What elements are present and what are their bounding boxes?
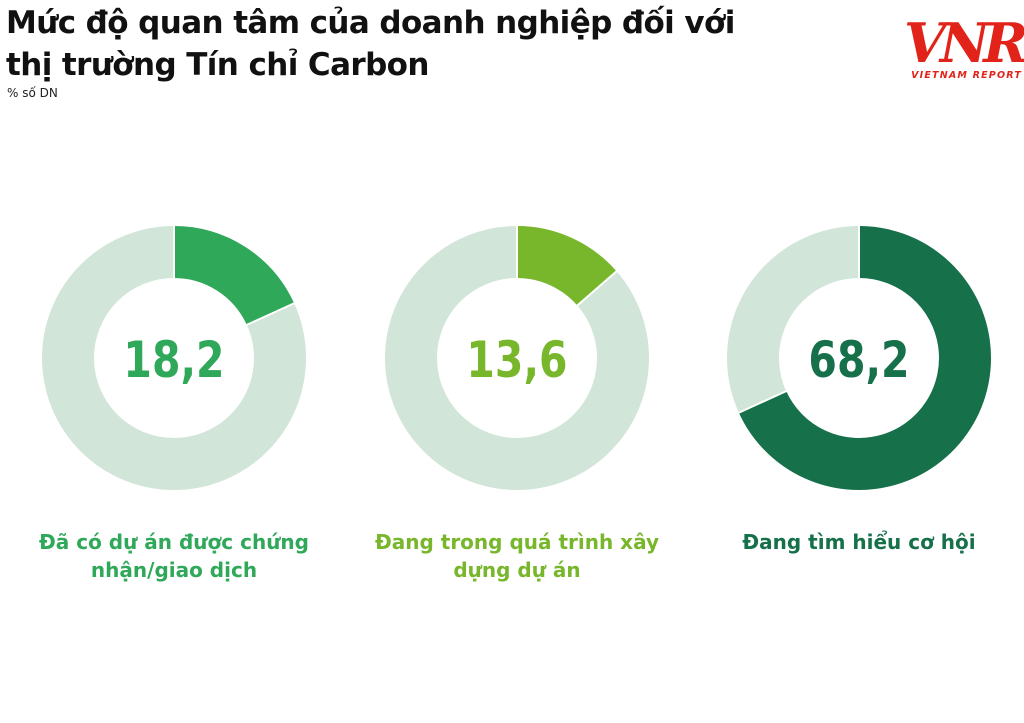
slice-separator bbox=[575, 269, 618, 307]
donut-slice bbox=[738, 226, 991, 490]
donut-category-label: Đã có dự án được chứng nhận/giao dịch bbox=[39, 530, 309, 582]
slice-separator bbox=[245, 301, 296, 327]
donut-category-label: Đang trong quá trình xây dựng dự án bbox=[374, 530, 659, 582]
vietnam-report-logo: VNR VIETNAM REPORT bbox=[904, 11, 1024, 81]
donut-1: 18,2 bbox=[42, 225, 306, 490]
logo-mark: VNR bbox=[904, 11, 1024, 75]
chart-unit-label: % số DN bbox=[7, 86, 58, 100]
logo-text: VIETNAM REPORT bbox=[911, 70, 1022, 81]
donut-slice bbox=[516, 226, 617, 307]
donut-value-label: 68,2 bbox=[808, 331, 909, 389]
donut-3: 68,2 bbox=[727, 225, 991, 490]
donut-2: 13,6 bbox=[385, 225, 649, 490]
donut-category-label: Đang tìm hiểu cơ hội bbox=[742, 530, 976, 554]
donut-value-label: 13,6 bbox=[466, 331, 567, 389]
slice-separator bbox=[737, 389, 788, 415]
donut-value-label: 18,2 bbox=[123, 331, 224, 389]
donut-slice bbox=[173, 226, 295, 326]
chart-title: Mức độ quan tâm của doanh nghiệp đối với… bbox=[6, 5, 735, 83]
